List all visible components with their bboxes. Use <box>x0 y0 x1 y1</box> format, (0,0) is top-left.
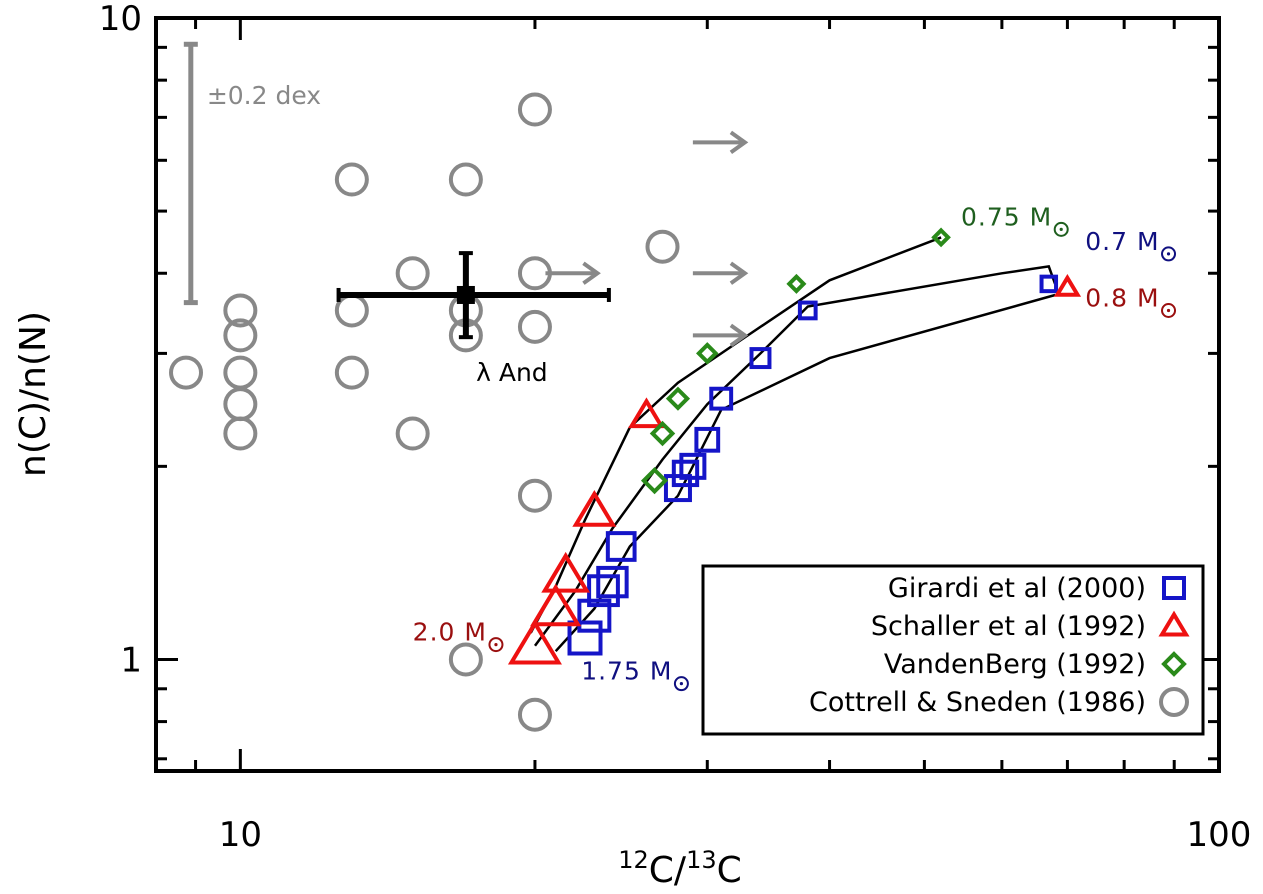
legend-label: Cottrell & Sneden (1986) <box>809 687 1146 718</box>
cottrell-point <box>223 416 258 451</box>
x-axis-title-sup2: 13 <box>686 846 717 874</box>
girardi-point <box>1039 274 1059 294</box>
vandenberg-point <box>665 386 691 411</box>
y-axis-title: n(C)/n(N) <box>13 311 54 477</box>
solar-symbol-dot <box>679 682 684 686</box>
cottrell-point <box>517 478 552 513</box>
lower-limit-arrowhead <box>729 261 749 285</box>
cottrell-point <box>334 162 369 197</box>
schaller-point <box>628 397 665 429</box>
model-track <box>529 236 942 634</box>
legend-marker-circle-icon <box>1159 687 1189 717</box>
lower-limit-arrowhead <box>582 261 601 285</box>
solar-symbol-dot <box>494 642 498 647</box>
cottrell-point <box>517 309 552 344</box>
cottrell-point <box>395 416 430 451</box>
x-axis-title-slash: / <box>674 850 687 891</box>
lower-limit-arrowhead <box>729 323 749 348</box>
vandenberg-point <box>649 420 676 447</box>
solar-symbol-icon <box>1161 246 1177 262</box>
legend: Girardi et al (2000) Schaller et al (1992… <box>701 564 1205 736</box>
legend-marker-triangle-icon <box>1158 610 1190 637</box>
legend-marker-square-icon <box>1162 576 1186 600</box>
schaller-point <box>1053 273 1082 297</box>
mass-label: 2.0 M <box>413 618 487 647</box>
girardi-point <box>709 386 734 411</box>
girardi-point <box>663 474 692 503</box>
cottrell-point <box>223 355 258 390</box>
girardi-point <box>679 452 707 480</box>
x-tick-label: 10 <box>219 815 262 855</box>
girardi-point <box>567 620 603 656</box>
mass-label: 0.75 M <box>961 202 1052 231</box>
girardi-point <box>596 565 629 599</box>
schaller-point <box>507 619 562 665</box>
girardi-point <box>587 574 620 608</box>
x-axis-title-c2: C <box>717 850 742 891</box>
mass-label: 1.75 M <box>581 657 672 686</box>
cottrell-point <box>334 293 369 328</box>
solar-symbol-icon <box>1053 221 1069 237</box>
cottrell-point <box>517 92 552 127</box>
schaller-point <box>572 490 617 527</box>
solar-symbol-dot <box>1059 227 1063 231</box>
solar-symbol-icon <box>488 637 504 653</box>
y-tick-label: 1 <box>120 640 142 680</box>
vandenberg-point <box>640 467 669 495</box>
girardi-point <box>577 598 612 633</box>
solar-symbol-dot <box>1166 308 1171 313</box>
lambda-and-point <box>456 285 475 304</box>
cottrell-point <box>645 229 680 264</box>
model-track <box>554 293 1056 653</box>
dex-error-label: ±0.2 dex <box>207 81 321 110</box>
legend-label: Girardi et al (2000) <box>888 573 1146 604</box>
x-axis-title-sup1: 12 <box>618 846 649 874</box>
girardi-point <box>671 459 700 488</box>
x-axis-title-c1: C <box>649 850 674 891</box>
solar-symbol-icon <box>673 676 689 692</box>
legend-marker-diamond-icon <box>1161 651 1187 677</box>
cottrell-point <box>448 642 483 677</box>
girardi-point <box>749 347 772 370</box>
cottrell-point <box>517 697 552 732</box>
lower-limit-arrowhead <box>729 130 749 154</box>
mass-label: 0.8 M <box>1085 284 1159 313</box>
vandenberg-point <box>931 227 951 248</box>
cottrell-point <box>223 387 258 422</box>
cottrell-point <box>223 318 258 353</box>
vandenberg-point <box>786 273 807 294</box>
cottrell-point <box>223 293 258 328</box>
solar-symbol-icon <box>1161 303 1177 319</box>
solar-symbol-dot <box>1166 252 1171 256</box>
x-tick-label: 100 <box>1187 815 1252 855</box>
mass-label: 0.7 M <box>1085 227 1159 256</box>
lambda-and-label: λ And <box>476 358 548 387</box>
legend-box <box>701 564 1205 736</box>
schaller-point <box>530 583 582 627</box>
legend-label: VandenBerg (1992) <box>884 649 1146 680</box>
plot-frame <box>154 16 1221 773</box>
vandenberg-point <box>696 342 719 365</box>
schaller-point <box>541 551 591 593</box>
cottrell-point <box>448 162 483 197</box>
cottrell-point <box>334 355 369 390</box>
cottrell-point <box>169 355 204 390</box>
girardi-point <box>605 531 637 562</box>
x-axis-title: 12C/13C <box>618 846 742 891</box>
model-track <box>533 265 1057 647</box>
legend-label: Schaller et al (1992) <box>871 611 1146 642</box>
cottrell-point <box>395 256 430 291</box>
y-tick-label: 10 <box>99 0 142 39</box>
girardi-point <box>694 426 721 453</box>
girardi-point <box>797 300 818 321</box>
